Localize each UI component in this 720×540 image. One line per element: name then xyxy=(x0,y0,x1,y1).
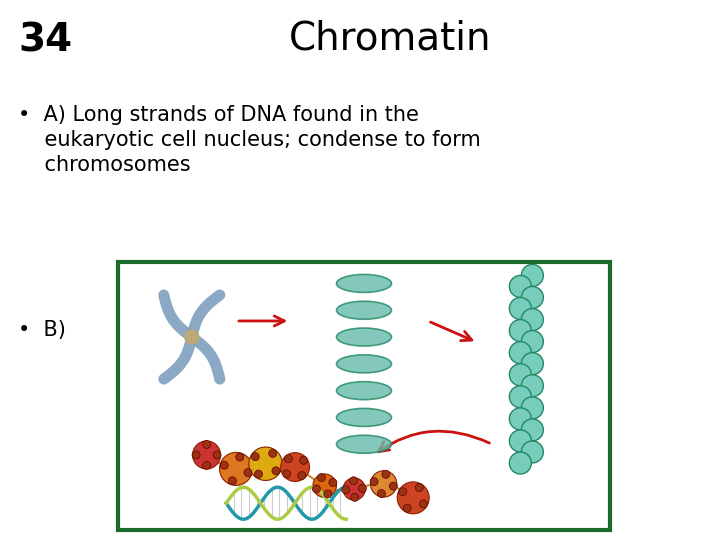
Text: 34: 34 xyxy=(18,22,72,60)
Circle shape xyxy=(300,456,307,464)
Text: Chromatin: Chromatin xyxy=(289,20,491,58)
Circle shape xyxy=(509,452,531,474)
Circle shape xyxy=(509,342,531,363)
Circle shape xyxy=(284,455,292,463)
Bar xyxy=(118,262,610,530)
Text: •  A) Long strands of DNA found in the: • A) Long strands of DNA found in the xyxy=(18,105,419,125)
Circle shape xyxy=(281,453,310,482)
Circle shape xyxy=(254,470,263,478)
Text: eukaryotic cell nucleus; condense to form: eukaryotic cell nucleus; condense to for… xyxy=(18,130,481,150)
Circle shape xyxy=(509,364,531,386)
Text: chromosomes: chromosomes xyxy=(18,155,191,175)
Circle shape xyxy=(509,320,531,342)
Ellipse shape xyxy=(336,382,392,400)
Circle shape xyxy=(397,482,429,514)
Circle shape xyxy=(220,461,228,469)
Circle shape xyxy=(244,469,252,476)
Circle shape xyxy=(370,478,378,485)
Ellipse shape xyxy=(336,328,392,346)
Circle shape xyxy=(269,449,276,457)
Ellipse shape xyxy=(336,301,392,319)
Circle shape xyxy=(329,478,337,487)
Circle shape xyxy=(521,265,544,286)
Circle shape xyxy=(350,477,358,485)
Circle shape xyxy=(521,397,544,419)
Ellipse shape xyxy=(336,435,392,453)
Ellipse shape xyxy=(336,274,392,293)
Circle shape xyxy=(324,490,332,498)
Circle shape xyxy=(521,441,544,463)
Circle shape xyxy=(249,447,282,481)
Circle shape xyxy=(342,485,350,494)
Circle shape xyxy=(399,488,407,496)
Circle shape xyxy=(521,330,544,353)
Circle shape xyxy=(403,504,411,512)
Circle shape xyxy=(509,408,531,430)
Circle shape xyxy=(228,477,236,485)
Circle shape xyxy=(235,453,244,461)
Circle shape xyxy=(521,308,544,330)
Circle shape xyxy=(521,419,544,441)
Circle shape xyxy=(509,386,531,408)
Circle shape xyxy=(213,451,221,459)
Circle shape xyxy=(192,441,220,469)
Circle shape xyxy=(377,490,385,497)
Circle shape xyxy=(351,494,359,501)
Circle shape xyxy=(202,462,210,469)
Circle shape xyxy=(251,453,259,461)
Circle shape xyxy=(343,478,365,500)
Circle shape xyxy=(283,470,291,478)
Circle shape xyxy=(313,474,336,497)
Circle shape xyxy=(509,298,531,320)
Circle shape xyxy=(312,485,320,493)
Circle shape xyxy=(202,441,210,448)
Circle shape xyxy=(382,470,390,478)
Circle shape xyxy=(415,483,423,491)
Circle shape xyxy=(272,467,280,475)
Circle shape xyxy=(521,287,544,308)
Circle shape xyxy=(390,482,397,490)
Text: •  B): • B) xyxy=(18,320,66,340)
Circle shape xyxy=(509,430,531,452)
Circle shape xyxy=(359,484,366,492)
Ellipse shape xyxy=(336,408,392,427)
Ellipse shape xyxy=(336,355,392,373)
Circle shape xyxy=(192,451,200,459)
Circle shape xyxy=(220,453,253,485)
Circle shape xyxy=(521,353,544,375)
Circle shape xyxy=(298,471,306,480)
Circle shape xyxy=(371,471,397,497)
Circle shape xyxy=(318,474,325,482)
Circle shape xyxy=(420,500,428,508)
Circle shape xyxy=(521,375,544,397)
Circle shape xyxy=(509,275,531,298)
Circle shape xyxy=(185,330,199,344)
